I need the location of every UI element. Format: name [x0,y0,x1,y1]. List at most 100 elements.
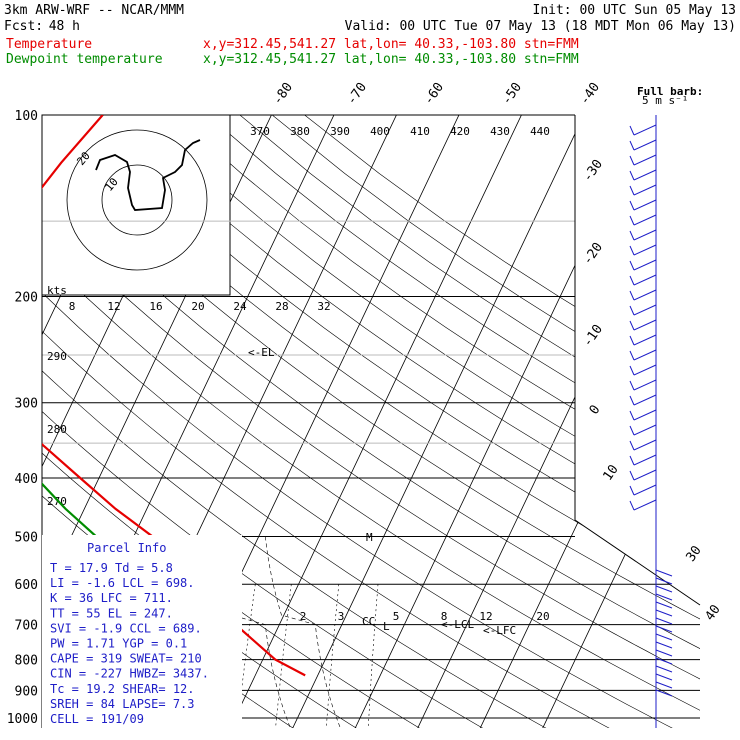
wind-barb [633,274,657,286]
cc-marker: CC [362,615,375,628]
wind-barb [655,681,673,689]
wind-barb-flag [629,380,635,391]
dry-adiabat-line [77,115,700,728]
isotherm-line [478,115,700,728]
wind-barb-flag [629,365,635,376]
wind-barb [633,259,657,271]
wind-barb-flag [629,500,635,511]
wind-barb-flag [629,350,635,361]
wind-barb-flag [629,275,635,286]
right-isotherm-label: -10 [580,322,606,350]
wind-barbs [629,124,673,697]
right-isotherm-label: -20 [580,240,606,268]
pressure-tick-label: 1000 [7,712,38,727]
pressure-tick-label: 600 [15,578,38,593]
legend-dewpoint-loc: x,y=312.45,541.27 lat,lon= 40.33,-103.80… [203,52,579,67]
wind-barb-flag [629,335,635,346]
wind-barb-flag [629,170,635,181]
wind-barb [633,394,657,406]
legend-dewpoint-name: Dewpoint temperature [6,52,163,67]
isotherm-line [228,115,529,728]
wind-barb-flag [629,455,635,466]
parcel-info-title: Parcel Info [87,541,166,555]
wind-barb-flag [629,185,635,196]
valid-time: Valid: 00 UTC Tue 07 May 13 (18 MDT Mon … [345,19,736,34]
dry-adiabat-line [42,115,44,728]
dry-adiabat-line [142,115,700,728]
hodograph-speed-tick: 16 [149,300,162,313]
theta-e-label: 440 [530,125,550,138]
wind-barb [655,585,673,593]
moist-adiabat-line [0,537,41,731]
mixing-ratio-label: 8 [441,610,448,623]
dry-adiabat-line [42,115,615,728]
wind-barb [633,139,657,151]
pressure-tick-label: 300 [15,397,38,412]
theta-e-label: 400 [370,125,390,138]
wind-barb [655,609,673,617]
parcel-info-row: LI = -1.6 LCL = 698. [50,576,195,590]
wind-barb [633,409,657,421]
wind-barb [633,169,657,181]
model-title: 3km ARW-WRF -- NCAR/MMM [4,3,184,18]
right-isotherm-label: 10 [600,462,621,483]
wind-barb-flag [629,470,635,481]
right-isotherm-label: -30 [580,157,606,185]
isotherm-line [416,115,700,728]
dry-adiabat-line [110,115,700,728]
mixing-ratio-label: 5 [393,610,400,623]
right-isotherm-label: 0 [587,402,604,417]
wind-barb-flag [629,320,635,331]
hodograph-speed-tick: 32 [317,300,330,313]
wind-barb-flag [629,245,635,256]
wind-barb [633,349,657,361]
forecast-hours: 48 h [49,19,80,34]
theta-e-label: 380 [290,125,310,138]
dry-adiabat-line [42,115,700,728]
top-isotherm-label: -40 [577,80,603,108]
theta-e-label: 370 [250,125,270,138]
dry-adiabat-line [207,115,700,728]
wind-barb-flag [629,485,635,496]
lower-right-isotherm-label: 40 [702,602,723,623]
wind-barb-flag [629,260,635,271]
dry-adiabat-line [42,115,700,728]
hodograph-speed-tick: 12 [107,300,120,313]
legend-temperature-loc: x,y=312.45,541.27 lat,lon= 40.33,-103.80… [203,37,579,52]
lcl-marker: <-LCL [441,618,474,631]
hodograph-speed-tick: 28 [275,300,288,313]
forecast-label: Fcst: [4,19,43,34]
wind-barb-flag [629,215,635,226]
wind-barb [655,641,673,649]
right-axis-line [574,115,701,606]
wind-barb [655,673,673,681]
mixing-ratio-line [325,584,340,728]
wind-barb-flag [629,155,635,166]
pressure-tick-label: 500 [15,530,38,545]
wind-barb [633,229,657,241]
theta-e-label: 410 [410,125,430,138]
hodograph-ring-outer [66,129,208,271]
pressure-tick-label: 200 [15,291,38,306]
theta-label: 280 [47,423,67,436]
parcel-info-row: T = 17.9 Td = 5.8 [50,561,173,575]
m-marker: M [366,531,373,544]
el-marker: <-EL [248,346,275,359]
wind-barb [655,649,673,657]
pressure-tick-label: 900 [15,684,38,699]
parcel-info-row: Tc = 19.2 SHEAR= 12. [50,682,195,696]
isotherm-line [541,115,700,728]
mixing-ratio-label: 2 [300,610,307,623]
wind-barb [655,601,673,609]
wind-barb [655,577,673,585]
hodograph-speed-tick: 20 [191,300,204,313]
parcel-info-row: PW = 1.71 YGP = 0.1 [50,637,187,651]
wind-barb [633,334,657,346]
wind-barb [633,469,657,481]
mixing-ratio-label: 20 [536,610,549,623]
dry-adiabat-line [304,115,700,728]
theta-e-label: 420 [450,125,470,138]
wind-barb [633,319,657,331]
theta-e-label: 430 [490,125,510,138]
